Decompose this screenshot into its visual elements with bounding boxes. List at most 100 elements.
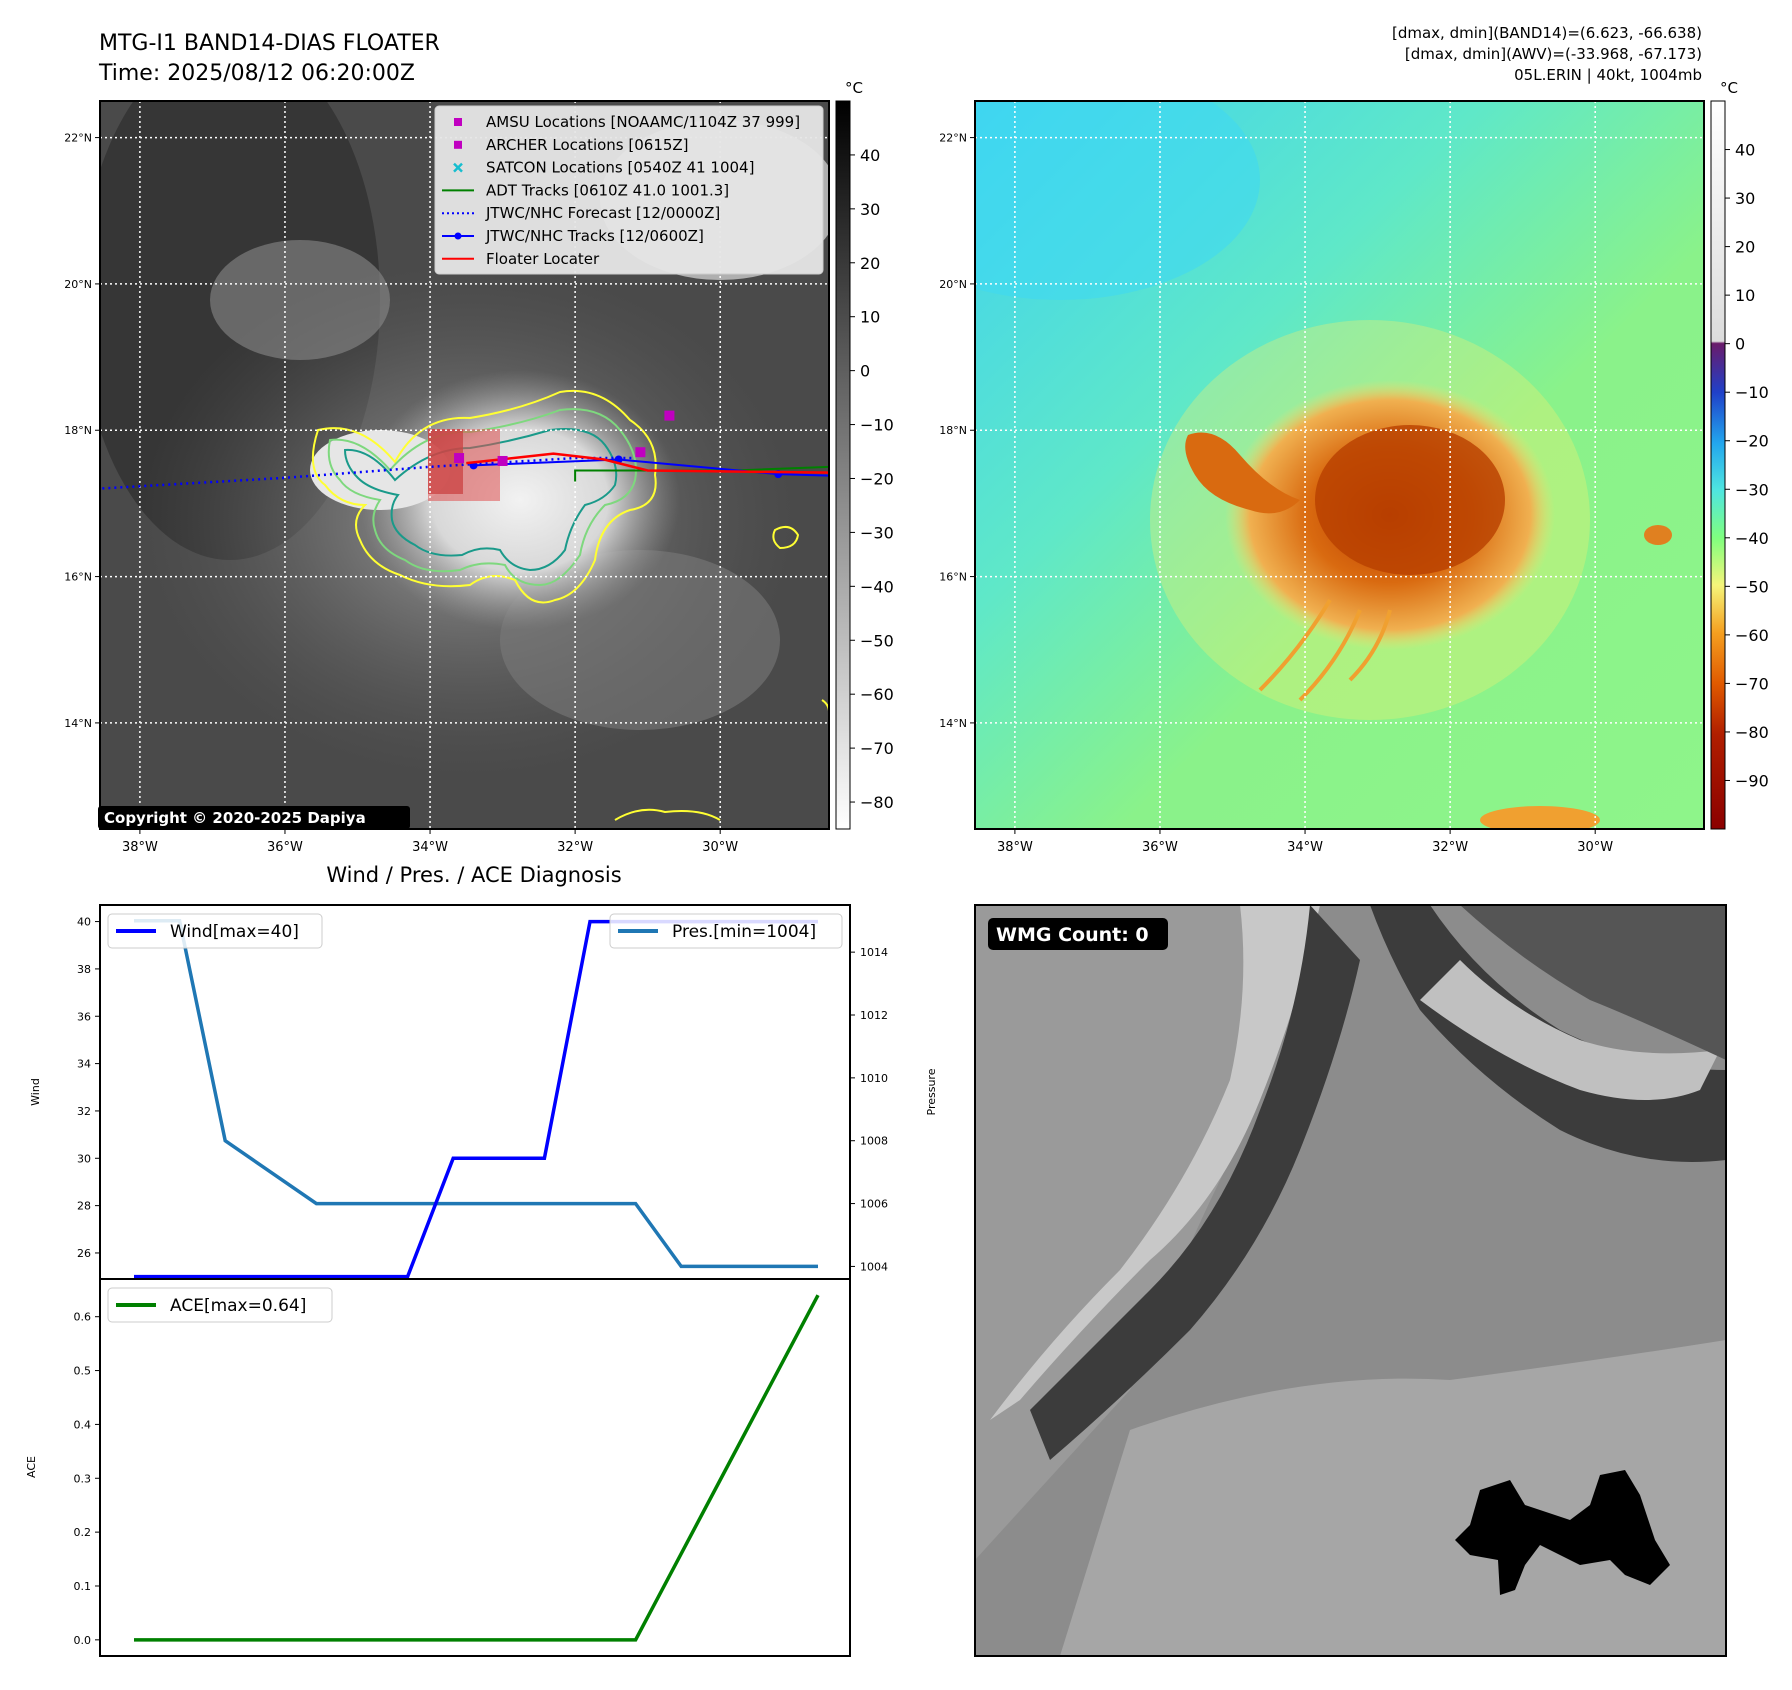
ir-colorbar: °C 40 30 20 10 0 −10 −20 −30 −40 −50 −60 −70 −80: [835, 79, 894, 830]
color-lon-label: 38°W: [997, 840, 1033, 855]
wmg-count-label: WMG Count: 0: [996, 924, 1149, 946]
ir-lat-label: 22°N: [64, 132, 92, 145]
ace-axes-frame: [99, 1278, 851, 1657]
color-colorbar-ramp: [1710, 100, 1726, 830]
color-colorbar-tick-label: −50: [1735, 577, 1769, 596]
color-colorbar-tick-label: −10: [1735, 383, 1769, 402]
pressure-ticks: 1014 1012 1010 1008 1006 1004: [850, 946, 888, 1273]
ace-tick-label: 0.3: [74, 1472, 92, 1485]
ir-lat-labels: 22°N 20°N 18°N 16°N 14°N: [64, 132, 100, 730]
wind-axis-label: Wind: [29, 1078, 42, 1106]
ace-tick-label: 0.5: [74, 1365, 92, 1378]
ace-tick-label: 0.6: [74, 1311, 92, 1324]
ir-colorbar-tick-label: −40: [860, 577, 894, 596]
wind-tick-label: 28: [77, 1200, 91, 1213]
wmg-frame: [974, 904, 1727, 1657]
ir-colorbar-tick-label: −10: [860, 416, 894, 435]
pressure-line: [134, 918, 818, 1269]
legend-label: SATCON Locations [0540Z 41 1004]: [486, 159, 754, 177]
figure-time: Time: 2025/08/12 06:20:00Z: [98, 61, 415, 86]
ace-ticks: 0.6 0.5 0.4 0.3 0.2 0.1 0.0: [74, 1311, 100, 1647]
color-colorbar-unit: °C: [1720, 79, 1738, 97]
color-colorbar-tick-label: −20: [1735, 432, 1769, 451]
ace-tick-label: 0.0: [74, 1634, 92, 1647]
color-colorbar-tick-label: −30: [1735, 480, 1769, 499]
ir-lat-label: 20°N: [64, 278, 92, 291]
color-cold-region: [975, 101, 1260, 300]
ir-colorbar-tick-label: 30: [860, 200, 880, 219]
diagnosis-title: Wind / Pres. / ACE Diagnosis: [326, 863, 621, 887]
color-colorbar-tick-label: −90: [1735, 771, 1769, 790]
color-lat-label: 22°N: [939, 132, 967, 145]
color-cell-2: [1480, 806, 1600, 829]
color-lon-label: 34°W: [1287, 840, 1323, 855]
color-cell-1: [1644, 525, 1672, 545]
dmax-awv-label: [dmax, dmin](AWV)=(-33.968, -67.173): [1405, 45, 1702, 63]
ace-legend: ACE[max=0.64]: [107, 1287, 333, 1323]
wind-tick-label: 30: [77, 1152, 91, 1165]
archer-marker: [635, 447, 646, 458]
wind-tick-label: 36: [77, 1010, 91, 1023]
wind-legend: Wind[max=40]: [107, 913, 323, 949]
wind-tick-label: 38: [77, 963, 91, 976]
wmg-black-blob: [1455, 1470, 1670, 1595]
ace-tick-label: 0.1: [74, 1580, 92, 1593]
wind-legend-box: [107, 913, 323, 949]
legend-swatch-x: [453, 162, 463, 173]
wind-tick-label: 26: [77, 1247, 91, 1260]
copyright-badge: [98, 806, 410, 829]
color-lon-label: 30°W: [1577, 840, 1613, 855]
color-colorbar-tick-label: −40: [1735, 529, 1769, 548]
pressure-tick-label: 1010: [860, 1072, 888, 1085]
ir-lat-label: 14°N: [64, 717, 92, 730]
legend-label: ARCHER Locations [0615Z]: [486, 136, 689, 154]
color-lat-label: 14°N: [939, 717, 967, 730]
color-colorbar-tick-label: −80: [1735, 723, 1769, 742]
wind-tick-label: 32: [77, 1105, 91, 1118]
color-colorbar-tick-label: 10: [1735, 286, 1755, 305]
ir-colorbar-tick-label: 40: [860, 146, 880, 165]
pressure-series: [134, 918, 818, 1269]
color-colorbar: °C 40 30 20 10 0 −10 −20 −30 −40 −50 −60 −70 −80 −90: [1710, 79, 1769, 830]
ace-chart: ACE 0.6 0.5 0.4 0.3 0.2 0.1 0.0 ACE[max=0.64]: [25, 1278, 851, 1657]
color-map-panel: 22°N20°N18°N16°N14°N 38°W 36°W 34°W 32°W 30°…: [939, 79, 1769, 855]
ir-bright-cloud-1: [210, 240, 390, 360]
copyright-label: Copyright © 2020-2025 Dapiya: [104, 809, 366, 827]
pressure-tick-label: 1004: [860, 1260, 888, 1273]
ace-tick-label: 0.2: [74, 1526, 92, 1539]
legend-label: Floater Locater: [486, 250, 600, 268]
ir-gridlines: [100, 101, 829, 829]
color-storm-arm: [1185, 432, 1300, 514]
dmax-band14-label: [dmax, dmin](BAND14)=(6.623, -66.638): [1392, 24, 1702, 42]
ir-colorbar-tick-label: −50: [860, 631, 894, 650]
color-storm-bands: [1258, 598, 1392, 702]
pressure-tick-label: 1014: [860, 946, 888, 959]
storm-info-label: 05L.ERIN | 40kt, 1004mb: [1514, 66, 1702, 84]
color-map-frame: [974, 100, 1705, 830]
color-lat-label: 20°N: [939, 278, 967, 291]
wind-legend-label: Wind[max=40]: [170, 922, 299, 942]
pressure-legend-box: [609, 913, 843, 949]
legend-label: AMSU Locations [NOAAMC/1104Z 37 999]: [486, 113, 800, 131]
pressure-legend: Pres.[min=1004]: [609, 913, 843, 949]
color-colorbar-tick-label: −60: [1735, 626, 1769, 645]
ir-lat-label: 16°N: [64, 571, 92, 584]
color-lon-labels: 38°W 36°W 34°W 32°W 30°W: [997, 829, 1613, 855]
ir-colorbar-tick-label: 10: [860, 308, 880, 327]
figure-title: MTG-I1 BAND14-DIAS FLOATER: [99, 31, 440, 56]
wmg-lower-gray: [1060, 1340, 1726, 1656]
ir-colorbar-tick-label: 20: [860, 254, 880, 273]
ir-colorbar-tick-label: −80: [860, 793, 894, 812]
color-lat-labels: 22°N 20°N 18°N 16°N 14°N: [939, 132, 975, 730]
wmg-light-band: [1420, 960, 1720, 1100]
amsu-marker: [664, 410, 675, 421]
ir-map-frame: [99, 100, 830, 830]
ace-legend-box: [107, 1287, 333, 1323]
ir-colorbar-tick-label: −30: [860, 523, 894, 542]
legend-swatch-square: [454, 140, 462, 149]
ir-lon-label: 36°W: [267, 840, 303, 855]
archer-marker: [454, 453, 465, 464]
contour-small-3: [821, 699, 829, 715]
